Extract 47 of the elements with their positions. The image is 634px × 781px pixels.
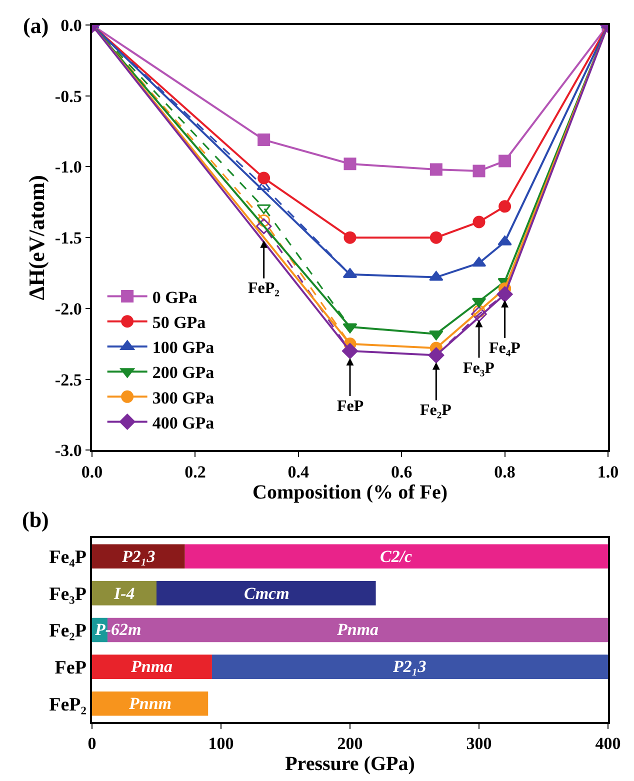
x-tick-label: 0.6 bbox=[390, 462, 412, 482]
y-tick-label: -1.5 bbox=[54, 228, 82, 248]
legend-label: 100 GPa bbox=[152, 338, 215, 358]
legend-label: 300 GPa bbox=[152, 388, 215, 408]
y-tick-label: 0.0 bbox=[60, 16, 82, 35]
chart-title: (b) bbox=[22, 507, 49, 532]
legend-label: 200 GPa bbox=[152, 363, 215, 382]
data-label: Pnma bbox=[336, 620, 380, 639]
x-tick-label: 0.4 bbox=[288, 462, 310, 482]
y-tick-label: -2.0 bbox=[54, 299, 82, 318]
data-label: P2₁3 bbox=[121, 547, 156, 566]
data-label: P2₁3 bbox=[392, 657, 427, 676]
x-tick-label: 300 bbox=[466, 734, 492, 754]
data-label: C2/c bbox=[380, 547, 413, 566]
annotation: Fe₂P bbox=[420, 402, 452, 419]
legend-label: 0 GPa bbox=[152, 288, 198, 307]
annotation: FeP bbox=[337, 398, 364, 415]
x-tick-label: 0.2 bbox=[184, 462, 206, 482]
x-tick-label: 200 bbox=[337, 734, 363, 754]
annotation: Fe₄P bbox=[489, 340, 521, 357]
y-tick-label: FeP bbox=[54, 657, 87, 678]
x-tick-label: 1.0 bbox=[597, 462, 619, 482]
annotation: FeP₂ bbox=[248, 280, 280, 297]
y-tick-label: Fe₂P bbox=[49, 620, 87, 642]
x-tick-label: 400 bbox=[595, 734, 621, 754]
x-tick-label: 100 bbox=[208, 734, 234, 754]
x-axis-title: Composition (% of Fe) bbox=[252, 481, 448, 504]
y-tick-label: -1.0 bbox=[54, 158, 82, 177]
legend-label: 50 GPa bbox=[152, 312, 206, 332]
x-tick-label: 0.0 bbox=[81, 462, 103, 482]
y-tick-label: -3.0 bbox=[54, 441, 82, 460]
data-label: Cmcm bbox=[244, 584, 290, 603]
y-tick-label: -0.5 bbox=[54, 86, 82, 106]
y-tick-label: Fe₃P bbox=[49, 584, 87, 605]
x-tick-label: 0 bbox=[88, 734, 96, 754]
y-axis-title: ΔH(eV/atom) bbox=[24, 175, 50, 300]
data-label: I-4 bbox=[113, 584, 135, 603]
y-tick-label: -2.5 bbox=[54, 370, 82, 390]
y-tick-label: Fe₄P bbox=[49, 547, 87, 568]
data-label: Pnma bbox=[130, 657, 174, 676]
data-label: Pnnm bbox=[128, 694, 172, 713]
legend-label: 400 GPa bbox=[152, 413, 215, 432]
y-tick-label: FeP₂ bbox=[49, 694, 87, 716]
annotation: Fe₃P bbox=[463, 360, 495, 377]
x-axis-title: Pressure (GPa) bbox=[285, 753, 415, 776]
x-tick-label: 0.8 bbox=[494, 462, 516, 482]
chart-title: (a) bbox=[23, 13, 49, 38]
